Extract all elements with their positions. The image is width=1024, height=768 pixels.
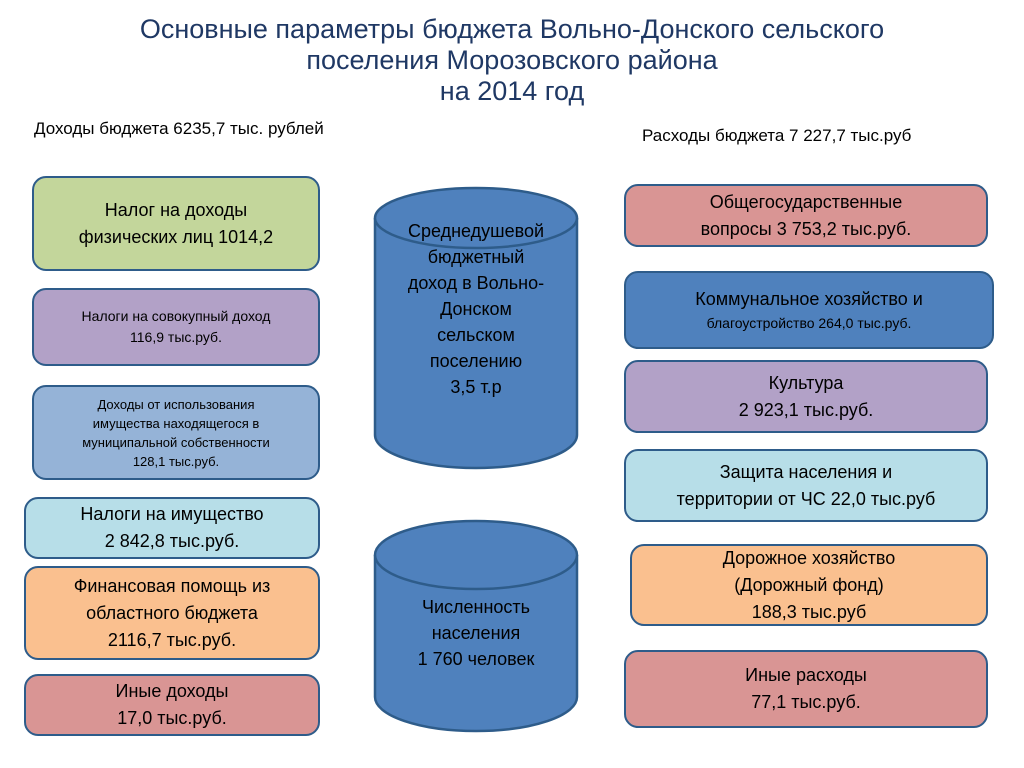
expense-box-culture: Культура 2 923,1 тыс.руб. — [624, 360, 988, 433]
income-box-property-tax: Налоги на имущество 2 842,8 тыс.руб. — [24, 497, 320, 559]
income-label: Доходы от использования имущества находя… — [82, 396, 270, 469]
income-label: Налог на доходы физических лиц 1014,2 — [78, 199, 274, 247]
expense-box-emergency-protection: Защита населения и территории от ЧС 22,0… — [624, 449, 988, 522]
expense-box-other-expenses: Иные расходы 77,1 тыс.руб. — [624, 650, 988, 728]
title-line-3: на 2014 год — [439, 76, 585, 106]
expense-label: Защита населения и территории от ЧС 22,0… — [676, 461, 936, 509]
population-label: Численность населения 1 760 человек — [417, 597, 535, 669]
expense-label-sub: благоустройство 264,0 тыс.руб. — [706, 315, 912, 331]
expense-header: Расходы бюджета 7 227,7 тыс.руб — [642, 126, 912, 145]
income-label: Финансовая помощь из областного бюджета … — [73, 575, 271, 650]
income-label: Налоги на имущество 2 842,8 тыс.руб. — [80, 504, 264, 551]
expense-box-road-fund: Дорожное хозяйство (Дорожный фонд) 188,3… — [630, 544, 988, 626]
expense-label: Культура 2 923,1 тыс.руб. — [738, 372, 874, 420]
expense-label-main: Коммунальное хозяйство и — [695, 289, 923, 309]
population-cylinder — [373, 519, 579, 733]
expense-box-utilities: Коммунальное хозяйство и благоустройство… — [624, 271, 994, 349]
income-box-personal-income-tax: Налог на доходы физических лиц 1014,2 — [32, 176, 320, 271]
per-capita-income-label: Среднедушевой бюджетный доход в Вольно- … — [407, 221, 545, 397]
income-header: Доходы бюджета 6235,7 тыс. рублей — [34, 119, 324, 138]
income-box-other-income: Иные доходы 17,0 тыс.руб. — [24, 674, 320, 736]
expense-box-general-government: Общегосударственные вопросы 3 753,2 тыс.… — [624, 184, 988, 247]
expense-label: Иные расходы 77,1 тыс.руб. — [745, 665, 867, 712]
income-label: Налоги на совокупный доход 116,9 тыс.руб… — [81, 308, 271, 345]
title-line-2: поселения Морозовского района — [306, 45, 718, 75]
income-label: Иные доходы 17,0 тыс.руб. — [115, 681, 229, 728]
page-title: Основные параметры бюджета Вольно-Донско… — [40, 14, 984, 107]
income-box-aggregate-income-tax: Налоги на совокупный доход 116,9 тыс.руб… — [32, 288, 320, 366]
title-line-1: Основные параметры бюджета Вольно-Донско… — [139, 14, 885, 44]
per-capita-income-cylinder — [373, 186, 579, 470]
income-box-regional-aid: Финансовая помощь из областного бюджета … — [24, 566, 320, 660]
expense-label: Общегосударственные вопросы 3 753,2 тыс.… — [700, 191, 912, 239]
expense-label: Дорожное хозяйство (Дорожный фонд) 188,3… — [722, 547, 896, 622]
income-box-municipal-property-use: Доходы от использования имущества находя… — [32, 385, 320, 480]
